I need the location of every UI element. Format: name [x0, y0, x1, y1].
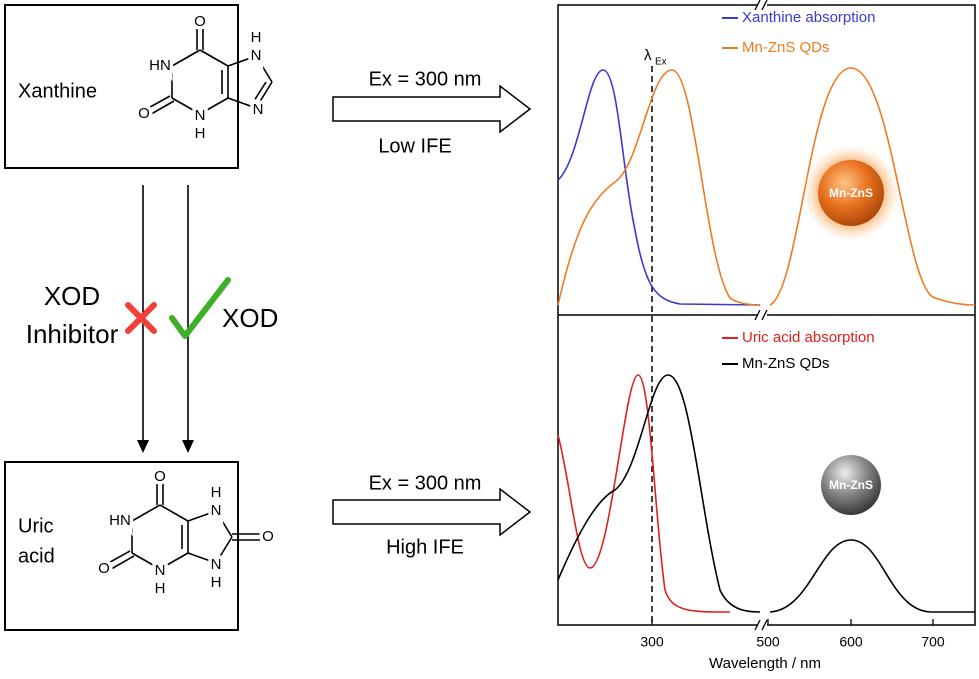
legend-text: Mn-ZnS QDs — [742, 39, 830, 56]
ex-label: Ex = 300 nm — [369, 472, 482, 494]
x-axis: 300 500 600 700 — [640, 619, 945, 650]
atom-label: N — [211, 502, 222, 519]
arrow-head — [182, 440, 194, 453]
sphere-label: Mn-ZnS — [829, 186, 873, 200]
atom-label: HN — [109, 512, 131, 529]
xanthine-label: Xanthine — [18, 80, 97, 102]
cross-mark — [125, 302, 157, 334]
atom-label: O — [98, 560, 110, 577]
arrow-head — [137, 440, 149, 453]
atom-label: H — [195, 125, 206, 142]
atom-label: H — [155, 580, 166, 597]
tick-label: 700 — [921, 634, 945, 650]
atom-label: N — [253, 101, 264, 118]
sphere-label: Mn-ZnS — [829, 478, 873, 492]
uric-label: acid — [18, 545, 55, 567]
atom-label: N — [251, 47, 262, 64]
xod-inhibitor: XOD — [44, 281, 100, 311]
xanthine-curve — [557, 69, 761, 306]
lambda-label: λ — [644, 47, 652, 64]
uric-label: Uric — [18, 515, 54, 537]
tick-label: 600 — [839, 634, 863, 650]
atom-label: HN — [149, 57, 171, 74]
x-axis-label: Wavelength / nm — [709, 655, 821, 672]
ife-label: High IFE — [386, 536, 464, 558]
ife-label: Low IFE — [378, 135, 451, 157]
lambda-sub: Ex — [655, 57, 667, 68]
atom-label: N — [155, 562, 166, 579]
uric-curve — [557, 374, 731, 613]
legend-text: Xanthine absorption — [742, 9, 875, 26]
atom-label: N — [195, 107, 206, 124]
hollow-arrow — [332, 487, 532, 537]
legend-text: Uric acid absorption — [742, 329, 875, 346]
check-mark — [169, 277, 231, 339]
sphere — [821, 455, 881, 515]
tick-label: 300 — [640, 634, 664, 650]
atom-label: O — [138, 105, 150, 122]
atom-label: N — [211, 556, 222, 573]
down-arrows — [142, 185, 189, 446]
ex-label: Ex = 300 nm — [369, 68, 482, 90]
spectra-curves — [557, 67, 976, 613]
qd-curve-top — [557, 67, 976, 306]
atom-label: H — [211, 484, 222, 501]
atom-label: H — [211, 574, 222, 591]
tick-label: 500 — [756, 634, 780, 650]
uric-box — [4, 461, 239, 631]
axis-breaks — [754, 0, 768, 631]
atom-label: O — [194, 13, 206, 30]
xod-inhibitor: Inhibitor — [26, 319, 119, 349]
qd-curve-bottom — [557, 374, 975, 613]
xanthine-box — [4, 4, 239, 169]
atom-label: O — [262, 528, 274, 545]
legend-text: Mn-ZnS QDs — [742, 355, 830, 372]
sphere — [818, 160, 884, 226]
atom-label: H — [251, 29, 262, 46]
atom-label: O — [154, 468, 166, 485]
xod: XOD — [222, 303, 278, 333]
hollow-arrow — [332, 84, 532, 134]
